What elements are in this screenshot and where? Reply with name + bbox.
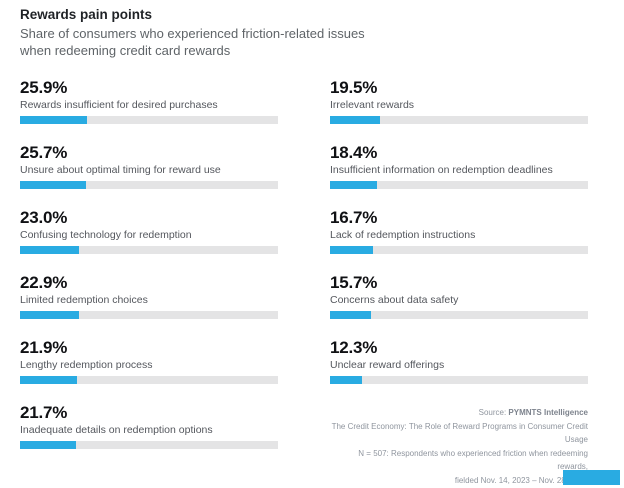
pain-point-value: 15.7% — [330, 273, 378, 292]
bar-fill — [330, 181, 378, 189]
chart-subtitle-line2: when redeeming credit card rewards — [20, 43, 231, 58]
right-column: 19.5% Irrelevant rewards 18.4% Insuffici… — [330, 78, 588, 487]
bar-track — [20, 376, 278, 384]
bar-track — [20, 116, 278, 124]
pain-point-item: 21.9% Lengthy redemption process — [20, 338, 278, 403]
bar-track — [330, 116, 588, 124]
pain-point-value: 16.7% — [330, 208, 378, 227]
pain-point-item: 12.3% Unclear reward offerings — [330, 338, 588, 403]
pain-point-label: Limited redemption choices — [20, 294, 148, 306]
bar-track — [330, 181, 588, 189]
pain-point-value: 25.9% — [20, 78, 68, 97]
chart-subtitle-line1: Share of consumers who experienced frict… — [20, 26, 365, 41]
source-line4: fielded Nov. 14, 2023 – Nov. 28, 2023 — [454, 475, 588, 485]
chart-title: Rewards pain points — [20, 7, 153, 22]
bar-fill — [20, 246, 80, 254]
pain-point-value: 22.9% — [20, 273, 68, 292]
pain-point-label: Unclear reward offerings — [330, 359, 445, 371]
chart-subtitle: Share of consumers who experienced frict… — [20, 25, 580, 59]
bar-track — [20, 441, 278, 449]
bar-fill — [20, 311, 80, 319]
bar-fill — [330, 116, 381, 124]
source-line2: The Credit Economy: The Role of Reward P… — [331, 421, 588, 445]
pain-point-label: Concerns about data safety — [330, 294, 459, 306]
bar-fill — [330, 376, 362, 384]
pain-point-value: 21.9% — [20, 338, 68, 357]
bar-track — [20, 311, 278, 319]
pain-point-item: 25.7% Unsure about optimal timing for re… — [20, 143, 278, 208]
pain-point-value: 19.5% — [330, 78, 378, 97]
bar-fill — [330, 311, 371, 319]
source-prefix: Source: — [478, 408, 509, 417]
pain-point-label: Irrelevant rewards — [330, 99, 415, 111]
bar-fill — [20, 116, 87, 124]
pain-point-label: Inadequate details on redemption options — [20, 424, 213, 436]
source-line3: N = 507: Respondents who experienced fri… — [358, 448, 588, 472]
pain-point-label: Rewards insufficient for desired purchas… — [20, 99, 218, 111]
pain-point-value: 25.7% — [20, 143, 68, 162]
pain-point-item: 19.5% Irrelevant rewards — [330, 78, 588, 143]
left-column: 25.9% Rewards insufficient for desired p… — [20, 78, 278, 487]
chart-header: Rewards pain points Share of consumers w… — [20, 6, 580, 59]
bar-fill — [20, 181, 87, 189]
source-name: PYMNTS Intelligence — [508, 408, 588, 417]
bar-track — [20, 246, 278, 254]
pain-point-item: 23.0% Confusing technology for redemptio… — [20, 208, 278, 273]
chart-body: 25.9% Rewards insufficient for desired p… — [20, 78, 588, 487]
pain-point-item: 18.4% Insufficient information on redemp… — [330, 143, 588, 208]
bar-track — [20, 181, 278, 189]
source-footer: Source: PYMNTS Intelligence The Credit E… — [330, 406, 588, 487]
pain-point-value: 12.3% — [330, 338, 378, 357]
pain-point-value: 21.7% — [20, 403, 68, 422]
pain-point-item: 21.7% Inadequate details on redemption o… — [20, 403, 278, 468]
pain-point-item: 22.9% Limited redemption choices — [20, 273, 278, 338]
bar-track — [330, 246, 588, 254]
pain-point-label: Insufficient information on redemption d… — [330, 164, 553, 176]
pain-point-item: 25.9% Rewards insufficient for desired p… — [20, 78, 278, 143]
pain-point-label: Unsure about optimal timing for reward u… — [20, 164, 221, 176]
bar-track — [330, 376, 588, 384]
bar-fill — [20, 376, 77, 384]
pain-point-item: 16.7% Lack of redemption instructions — [330, 208, 588, 273]
pain-point-value: 18.4% — [330, 143, 378, 162]
bar-fill — [20, 441, 76, 449]
pain-point-item: 15.7% Concerns about data safety — [330, 273, 588, 338]
bar-fill — [330, 246, 374, 254]
pain-point-label: Lengthy redemption process — [20, 359, 153, 371]
pain-point-label: Confusing technology for redemption — [20, 229, 192, 241]
pymnts-logo-mark — [563, 470, 620, 485]
pain-point-label: Lack of redemption instructions — [330, 229, 476, 241]
pain-point-value: 23.0% — [20, 208, 68, 227]
bar-track — [330, 311, 588, 319]
